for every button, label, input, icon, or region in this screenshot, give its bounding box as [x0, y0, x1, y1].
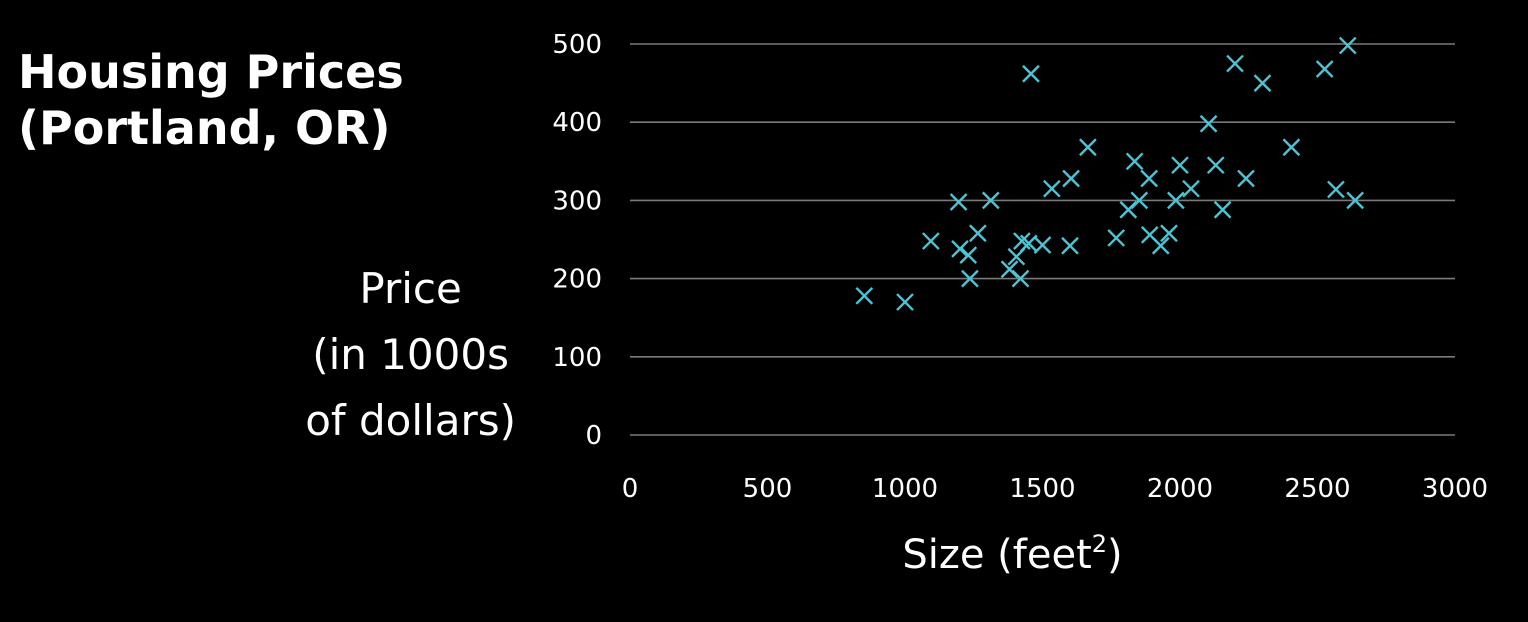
data-point-41	[1346, 191, 1365, 210]
chart-title-line-1: Housing Prices	[18, 45, 404, 99]
data-point-6	[961, 269, 979, 288]
data-point-8	[981, 191, 1000, 210]
data-point-39	[1327, 180, 1345, 199]
data-point-35	[1237, 169, 1255, 188]
data-point-23	[1130, 191, 1149, 210]
y-axis-label-line-1: Price	[359, 264, 462, 313]
data-point-14	[1022, 64, 1040, 83]
y-tick-label-0: 0	[585, 421, 602, 451]
data-point-37	[1282, 138, 1301, 157]
x-tick-label-2000: 2000	[1147, 474, 1213, 504]
data-point-7	[969, 224, 987, 243]
data-point-27	[1160, 224, 1178, 243]
data-point-0	[855, 286, 874, 305]
data-point-24	[1140, 169, 1159, 188]
y-tick-label-300: 300	[552, 186, 602, 216]
x-tick-label-0: 0	[622, 474, 639, 504]
data-point-33	[1213, 200, 1232, 219]
y-axis-label: Price (in 1000s of dollars)	[305, 256, 516, 454]
y-tick-label-100: 100	[552, 343, 602, 373]
data-point-28	[1167, 191, 1185, 210]
data-point-19	[1079, 138, 1097, 157]
data-point-26	[1151, 236, 1170, 255]
x-tick-label-500: 500	[743, 474, 793, 504]
chart-title: Housing Prices (Portland, OR)	[18, 44, 404, 156]
data-point-40	[1338, 36, 1357, 55]
data-point-20	[1107, 229, 1126, 247]
data-point-15	[1033, 236, 1052, 254]
x-tick-label-2500: 2500	[1284, 474, 1350, 504]
data-point-31	[1199, 114, 1218, 133]
x-axis-label: Size (feet2)	[902, 530, 1122, 578]
y-axis-label-line-3: of dollars)	[305, 396, 516, 445]
y-tick-label-400: 400	[552, 108, 602, 138]
data-point-11	[1011, 269, 1030, 288]
data-point-29	[1171, 156, 1189, 175]
y-axis-label-line-2: (in 1000s	[312, 330, 509, 379]
data-point-16	[1043, 179, 1061, 198]
x-axis-label-tail: )	[1107, 532, 1123, 578]
data-point-5	[959, 246, 978, 264]
data-point-18	[1062, 169, 1080, 188]
data-point-36	[1253, 74, 1272, 92]
data-point-38	[1315, 60, 1334, 78]
y-tick-label-500: 500	[552, 30, 602, 60]
data-point-2	[922, 232, 940, 250]
data-point-22	[1125, 152, 1144, 171]
x-tick-label-1500: 1500	[1009, 474, 1075, 504]
chart-title-line-2: (Portland, OR)	[18, 101, 391, 155]
x-axis-label-superscript: 2	[1092, 530, 1107, 558]
x-tick-label-3000: 3000	[1422, 474, 1488, 504]
data-point-4	[951, 240, 969, 258]
x-tick-label-1000: 1000	[872, 474, 938, 504]
data-point-34	[1226, 54, 1244, 73]
data-point-1	[896, 293, 914, 311]
data-point-3	[949, 193, 968, 211]
x-axis-label-base: Size (feet	[902, 532, 1091, 578]
y-tick-label-200: 200	[552, 265, 602, 295]
data-point-32	[1206, 156, 1225, 175]
data-point-17	[1061, 236, 1079, 255]
data-point-30	[1182, 179, 1200, 198]
